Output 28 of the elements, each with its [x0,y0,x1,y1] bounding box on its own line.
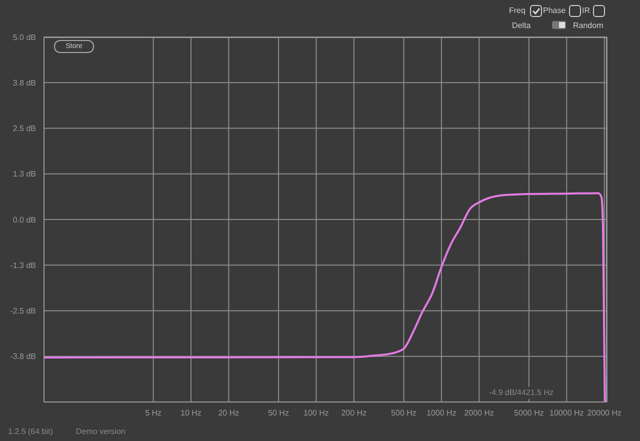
y-tick-label: 5.0 dB [12,32,36,42]
y-tick-label: -3.8 dB [10,352,36,362]
y-tick-label: -2.5 dB [10,306,36,316]
y-tick-label: 0.0 dB [12,215,36,224]
x-tick-label: 5000 Hz [514,408,544,418]
x-tick-label: 20 Hz [218,408,240,418]
x-tick-label: 100 Hz [304,408,329,418]
y-tick-label: 1.3 dB [12,170,36,179]
x-tick-label: 5 Hz [145,408,162,418]
annotation: -4.9 dB/4421.5 Hz [489,387,554,399]
y-tick-label: -1.3 dB [10,260,36,270]
x-tick-label: 200 Hz [341,408,367,418]
text: Demo version [76,426,126,438]
x-tick-label: 10000 Hz [550,408,584,418]
x-tick-label: 2000 Hz [464,408,494,418]
text: IR [582,5,590,17]
text: 1.2.5 (64 bit) [8,426,53,438]
text: Freq [509,5,526,17]
x-tick-label: 10 Hz [180,408,202,418]
y-tick-label: 3.8 dB [12,78,36,88]
text: Random [573,20,604,32]
text: Phase [543,5,566,17]
x-tick-label: 20000 Hz [587,408,622,418]
text: Delta [512,20,531,32]
x-tick-label: 50 Hz [268,408,289,418]
x-tick-label: 500 Hz [391,408,416,418]
y-tick-label: 2.5 dB [12,124,36,134]
x-tick-label: 1000 Hz [426,408,456,418]
